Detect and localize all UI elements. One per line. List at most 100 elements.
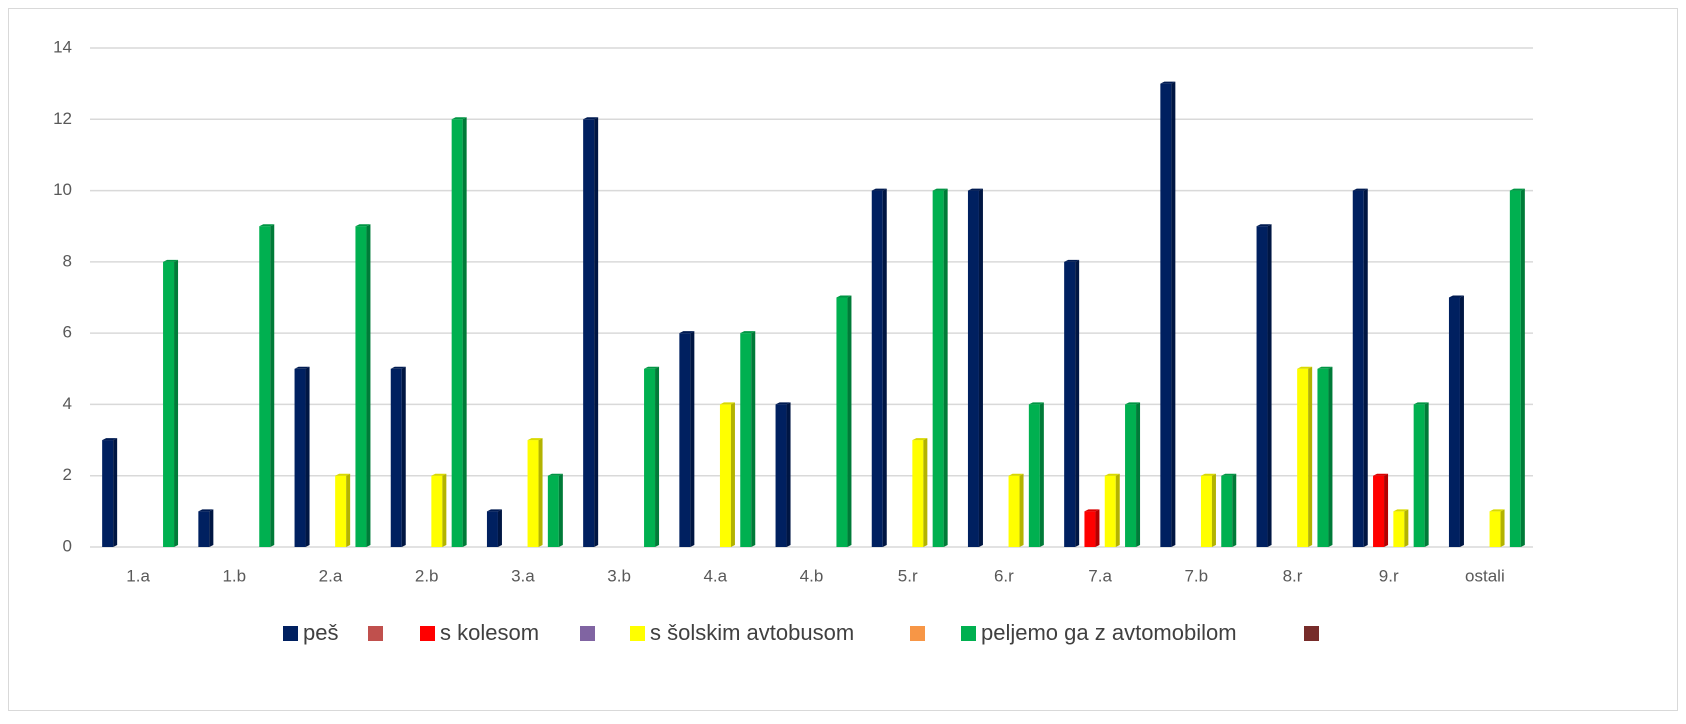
- bar: [1373, 473, 1389, 547]
- bar-top: [390, 366, 406, 369]
- bar-side: [1232, 473, 1237, 547]
- x-tick-label: 3.b: [607, 566, 631, 585]
- legend-swatch: [283, 626, 298, 641]
- bar-front: [1084, 511, 1096, 547]
- bar: [527, 438, 543, 547]
- bar: [1256, 224, 1272, 547]
- bar-side: [923, 438, 928, 547]
- bar-front: [1104, 475, 1116, 547]
- bar-front: [335, 475, 347, 547]
- x-tick-label: 1.a: [126, 566, 150, 585]
- bar-front: [1413, 404, 1425, 547]
- bar-front: [1028, 404, 1040, 547]
- bar-top: [451, 117, 467, 120]
- bar-side: [1267, 224, 1272, 547]
- bar-top: [871, 188, 887, 191]
- bar-top: [1125, 402, 1141, 405]
- bar: [775, 402, 791, 547]
- bar-side: [209, 509, 214, 547]
- bar-side: [1328, 366, 1333, 547]
- bar-top: [527, 438, 543, 441]
- bar: [1413, 402, 1429, 547]
- bar-front: [836, 297, 848, 547]
- bar-top: [775, 402, 791, 405]
- bar-front: [719, 404, 731, 547]
- bar-top: [1008, 473, 1024, 476]
- bar: [1064, 259, 1080, 547]
- legend-swatch: [420, 626, 435, 641]
- bar-top: [836, 295, 852, 298]
- y-tick-label: 8: [63, 251, 72, 270]
- bar-side: [270, 224, 275, 547]
- bar-top: [1317, 366, 1333, 369]
- bar-side: [1095, 509, 1100, 547]
- bar: [1160, 81, 1176, 548]
- bar-top: [1448, 295, 1464, 298]
- bar-front: [740, 333, 752, 547]
- bar-side: [751, 331, 756, 547]
- y-tick-label: 14: [53, 37, 72, 56]
- x-tick-label: 4.a: [703, 566, 727, 585]
- legend-swatch: [961, 626, 976, 641]
- bar-side: [558, 473, 563, 547]
- bar-side: [1211, 473, 1216, 547]
- bar-top: [1104, 473, 1120, 476]
- bar: [390, 366, 406, 547]
- bar-front: [1352, 190, 1364, 548]
- x-tick-label: 2.a: [319, 566, 343, 585]
- bar-side: [1384, 473, 1389, 547]
- bar-top: [912, 438, 928, 441]
- y-tick-label: 0: [63, 536, 72, 555]
- bar: [1509, 188, 1525, 548]
- bar-side: [1136, 402, 1141, 547]
- legend-swatch: [630, 626, 645, 641]
- x-tick-label: 2.b: [415, 566, 439, 585]
- bar-side: [1075, 259, 1080, 547]
- bar-front: [486, 511, 498, 547]
- bar-front: [451, 119, 463, 548]
- bar: [1352, 188, 1368, 548]
- bar-side: [1039, 402, 1044, 547]
- bar-top: [1489, 509, 1505, 512]
- bar-side: [786, 402, 791, 547]
- bar-side: [442, 473, 447, 547]
- y-tick-label: 10: [53, 180, 72, 199]
- bar-front: [1256, 226, 1268, 547]
- bar: [1448, 295, 1464, 547]
- bar-top: [198, 509, 214, 512]
- bar: [1200, 473, 1216, 547]
- y-tick-label: 6: [63, 323, 72, 342]
- bar-top: [1297, 366, 1313, 369]
- bar-top: [1256, 224, 1272, 227]
- bar-front: [294, 368, 306, 547]
- bar-side: [366, 224, 371, 547]
- bar-top: [679, 331, 695, 334]
- bar-top: [740, 331, 756, 334]
- bar-front: [1200, 475, 1212, 547]
- bar: [547, 473, 563, 547]
- bar-front: [198, 511, 210, 547]
- bar-front: [259, 226, 271, 547]
- bar: [644, 366, 660, 547]
- bar-front: [679, 333, 691, 547]
- legend-label: s šolskim avtobusom: [650, 620, 854, 645]
- bar-front: [1064, 261, 1076, 547]
- bar-top: [163, 259, 179, 262]
- bar-front: [1509, 190, 1521, 548]
- bar: [1317, 366, 1333, 547]
- bar-top: [1221, 473, 1237, 476]
- legend-swatch: [1304, 626, 1319, 641]
- bar-front: [1297, 368, 1309, 547]
- bar-top: [644, 366, 660, 369]
- bar-top: [1509, 188, 1525, 191]
- bar: [431, 473, 447, 547]
- bar: [583, 117, 599, 548]
- bar: [1393, 509, 1409, 547]
- bar-side: [174, 259, 179, 547]
- bar-front: [967, 190, 979, 548]
- bar-front: [355, 226, 367, 547]
- bar-side: [730, 402, 735, 547]
- bar-side: [847, 295, 852, 547]
- bar: [836, 295, 852, 547]
- bar-top: [102, 438, 118, 441]
